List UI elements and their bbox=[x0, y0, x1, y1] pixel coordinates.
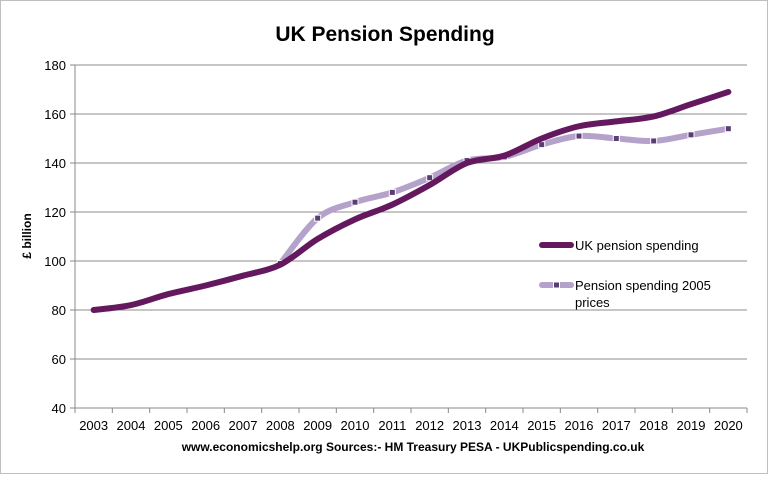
data-point bbox=[426, 174, 434, 182]
data-point bbox=[687, 131, 695, 139]
x-tick-label: 2011 bbox=[378, 418, 406, 433]
data-point bbox=[575, 132, 583, 140]
x-tick-label: 2019 bbox=[677, 418, 706, 433]
x-tick-label: 2014 bbox=[490, 418, 519, 433]
x-tick-label: 2016 bbox=[565, 418, 594, 433]
y-tick-label: 100 bbox=[44, 254, 66, 269]
x-tick-label: 2017 bbox=[602, 418, 631, 433]
y-axis-ticks: 40 60 80 100 120 140 160 180 bbox=[44, 58, 75, 416]
series-lines bbox=[90, 88, 732, 313]
x-axis-ticks: 2003 2004 2005 2006 2007 2008 2009 2010 2011 2012… bbox=[74, 408, 748, 433]
y-tick-label: 160 bbox=[44, 107, 66, 122]
x-tick-label: 2015 bbox=[527, 418, 556, 433]
x-tick-label: 2013 bbox=[453, 418, 482, 433]
y-axis-label: £ billion bbox=[20, 213, 34, 258]
data-point bbox=[351, 198, 359, 206]
x-tick-label: 2004 bbox=[117, 418, 146, 433]
x-tick-label: 2020 bbox=[714, 418, 743, 433]
data-point bbox=[724, 125, 732, 133]
y-tick-label: 180 bbox=[44, 58, 66, 73]
legend-marker bbox=[553, 281, 560, 289]
legend: UK pension spending Pension spending 2005… bbox=[539, 238, 711, 310]
data-point bbox=[388, 188, 396, 196]
data-point bbox=[314, 214, 322, 222]
y-tick-label: 40 bbox=[52, 401, 66, 416]
source-note: www.economicshelp.org Sources:- HM Treas… bbox=[181, 440, 645, 454]
x-tick-label: 2005 bbox=[154, 418, 183, 433]
legend-label: Pension spending 2005 bbox=[575, 278, 711, 293]
grid-lines bbox=[75, 64, 747, 360]
x-tick-label: 2008 bbox=[266, 418, 295, 433]
x-tick-label: 2007 bbox=[229, 418, 258, 433]
y-tick-label: 80 bbox=[52, 303, 66, 318]
data-point bbox=[650, 137, 658, 145]
chart-title: UK Pension Spending bbox=[275, 23, 494, 46]
x-tick-label: 2009 bbox=[303, 418, 332, 433]
y-tick-label: 60 bbox=[52, 352, 66, 367]
x-tick-label: 2003 bbox=[79, 418, 108, 433]
legend-label: prices bbox=[575, 295, 610, 310]
series-line bbox=[90, 88, 732, 313]
legend-label: UK pension spending bbox=[575, 238, 699, 253]
y-tick-label: 140 bbox=[44, 156, 66, 171]
x-tick-label: 2010 bbox=[341, 418, 370, 433]
x-tick-label: 2018 bbox=[639, 418, 668, 433]
y-tick-label: 120 bbox=[44, 205, 66, 220]
data-point bbox=[612, 135, 620, 142]
x-tick-label: 2006 bbox=[191, 418, 220, 433]
x-tick-label: 2012 bbox=[415, 418, 444, 433]
